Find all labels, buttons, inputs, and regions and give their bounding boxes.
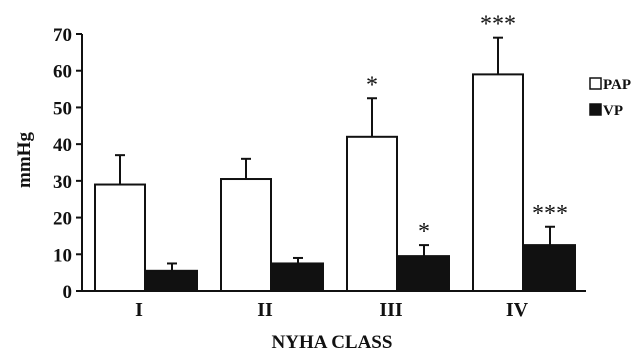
significance-marker: * [418,219,430,245]
significance-marker: *** [480,12,516,38]
y-tick-label: 40 [53,135,72,156]
y-tick-label: 0 [63,282,73,303]
bar-papm [220,178,272,292]
y-tick-label: 30 [53,172,72,193]
x-axis-label: NYHA CLASS [272,332,393,353]
x-tick-label: II [257,299,273,321]
significance-marker: *** [532,201,568,227]
bar-papm [472,73,524,292]
legend-swatch-papm [589,77,602,90]
bar-papm [346,135,398,292]
bar-papm [94,183,146,292]
bar-vp [146,269,198,292]
x-tick-label: IV [506,299,529,321]
y-tick-label: 20 [53,209,72,230]
legend-label-papm: PAPm [603,77,631,93]
legend-swatch-vp [589,103,602,116]
y-tick-label: 10 [53,245,72,266]
bar-vp [524,244,576,293]
bar-vp [398,255,450,292]
legend-label-vp: VP [603,103,623,119]
x-tick-label: I [135,299,143,321]
significance-marker: * [366,72,378,98]
bar-vp [272,262,324,293]
y-tick-label: 60 [53,62,72,83]
y-tick-label: 50 [53,98,72,119]
y-tick-label: 70 [53,25,72,46]
y-axis-label: mmHg [14,132,35,188]
x-tick-label: III [379,299,403,321]
